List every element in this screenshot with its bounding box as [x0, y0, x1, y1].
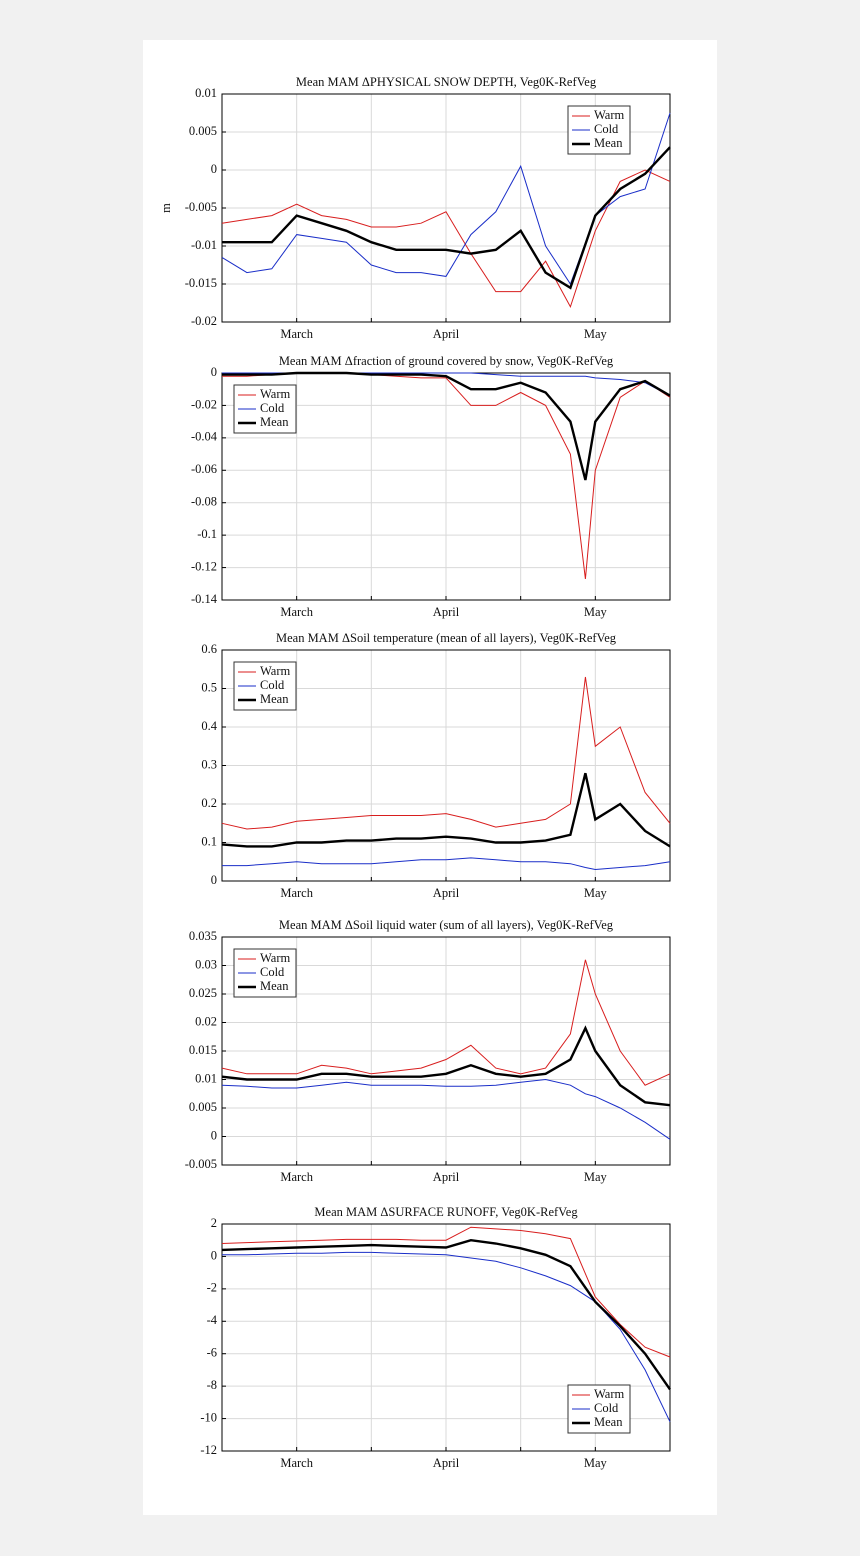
legend-label: Mean — [260, 415, 289, 429]
y-tick-label: 2 — [211, 1216, 217, 1230]
series-line — [221, 959, 671, 1086]
y-tick-label: 0 — [211, 873, 217, 887]
series-line — [221, 1025, 671, 1107]
y-tick-label: -2 — [207, 1281, 217, 1295]
y-tick-label: 0 — [211, 1128, 217, 1142]
y-tick-label: 0.1 — [201, 834, 217, 848]
y-tick-label: -0.12 — [191, 559, 217, 573]
y-tick-label: -0.06 — [191, 462, 217, 476]
x-tick-label: May — [584, 327, 608, 341]
legend-label: Warm — [260, 664, 291, 678]
y-tick-label: -12 — [200, 1443, 217, 1457]
y-tick-label: 0.5 — [201, 680, 217, 694]
chart-title: Mean MAM Δfraction of ground covered by … — [279, 354, 614, 368]
y-tick-label: 0.03 — [195, 957, 217, 971]
y-tick-label: 0.02 — [195, 1014, 217, 1028]
y-tick-label: -6 — [207, 1346, 217, 1360]
legend-label: Cold — [260, 401, 285, 415]
legend-label: Warm — [260, 951, 291, 965]
x-tick-label: May — [584, 886, 608, 900]
y-tick-label: 0.01 — [195, 86, 217, 100]
x-tick-label: March — [280, 886, 313, 900]
series-line — [222, 857, 671, 871]
x-tick-label: March — [280, 327, 313, 341]
legend-label: Cold — [260, 678, 285, 692]
chart-title: Mean MAM ΔPHYSICAL SNOW DEPTH, Veg0K-Ref… — [296, 75, 597, 89]
legend-label: Cold — [594, 122, 619, 136]
y-tick-label: 0.035 — [189, 929, 217, 943]
legend-label: Mean — [594, 1415, 623, 1429]
y-tick-label: 0.4 — [201, 719, 217, 733]
y-tick-label: -8 — [207, 1378, 217, 1392]
y-tick-label: -10 — [200, 1410, 217, 1424]
plot-frame — [221, 936, 671, 1166]
y-tick-label: 0 — [211, 162, 217, 176]
y-tick-label: -0.04 — [191, 430, 218, 444]
legend-label: Warm — [594, 108, 625, 122]
plot-frame — [221, 1223, 671, 1452]
y-tick-label: -0.02 — [191, 314, 217, 328]
legend-label: Cold — [260, 965, 285, 979]
series-line — [221, 676, 671, 830]
y-tick-label: 0 — [211, 365, 217, 379]
y-tick-label: -0.14 — [191, 592, 218, 606]
chart-title: Mean MAM ΔSoil liquid water (sum of all … — [279, 918, 614, 932]
y-tick-label: -0.01 — [191, 238, 217, 252]
y-tick-label: -4 — [207, 1313, 218, 1327]
plot-frame — [221, 93, 671, 323]
x-tick-label: May — [584, 605, 608, 619]
y-tick-label: 0.2 — [201, 796, 217, 810]
y-tick-label: 0.6 — [201, 642, 217, 656]
legend-label: Mean — [260, 979, 289, 993]
x-tick-label: March — [280, 1170, 313, 1184]
x-tick-label: March — [280, 605, 313, 619]
y-tick-label: 0.015 — [189, 1043, 217, 1057]
x-tick-label: March — [280, 1456, 313, 1470]
y-tick-label: -0.02 — [191, 397, 217, 411]
legend-label: Mean — [594, 136, 623, 150]
chart-title: Mean MAM ΔSoil temperature (mean of all … — [276, 631, 617, 645]
x-tick-label: April — [433, 605, 460, 619]
y-axis-label: m — [159, 203, 173, 213]
panel — [143, 40, 717, 1515]
series-line — [222, 146, 671, 290]
y-tick-label: -0.015 — [185, 276, 217, 290]
x-tick-label: April — [433, 886, 460, 900]
y-tick-label: 0.005 — [189, 1100, 217, 1114]
y-tick-label: 0.025 — [189, 986, 217, 1000]
y-tick-label: 0.01 — [195, 1071, 217, 1085]
x-tick-label: May — [584, 1456, 608, 1470]
series-line — [221, 1078, 671, 1140]
legend-label: Warm — [260, 387, 291, 401]
y-tick-label: 0 — [211, 1248, 217, 1262]
y-tick-label: -0.005 — [185, 200, 217, 214]
x-tick-label: April — [433, 1456, 460, 1470]
series-line — [221, 772, 671, 848]
series-line — [222, 371, 671, 481]
legend-label: Warm — [594, 1387, 625, 1401]
series-line — [221, 1226, 671, 1358]
y-tick-label: 0.005 — [189, 124, 217, 138]
legend-label: Mean — [260, 692, 289, 706]
series-line — [221, 169, 671, 309]
x-tick-label: April — [433, 327, 460, 341]
y-tick-label: -0.08 — [191, 495, 217, 509]
y-tick-label: -0.005 — [185, 1157, 217, 1171]
series-line — [221, 1238, 671, 1391]
y-tick-label: -0.1 — [197, 527, 217, 541]
plot-frame — [221, 649, 671, 882]
y-tick-label: 0.3 — [201, 757, 217, 771]
chart-title: Mean MAM ΔSURFACE RUNOFF, Veg0K-RefVeg — [314, 1205, 578, 1219]
legend-label: Cold — [594, 1401, 619, 1415]
x-tick-label: April — [433, 1170, 460, 1184]
x-tick-label: May — [584, 1170, 608, 1184]
